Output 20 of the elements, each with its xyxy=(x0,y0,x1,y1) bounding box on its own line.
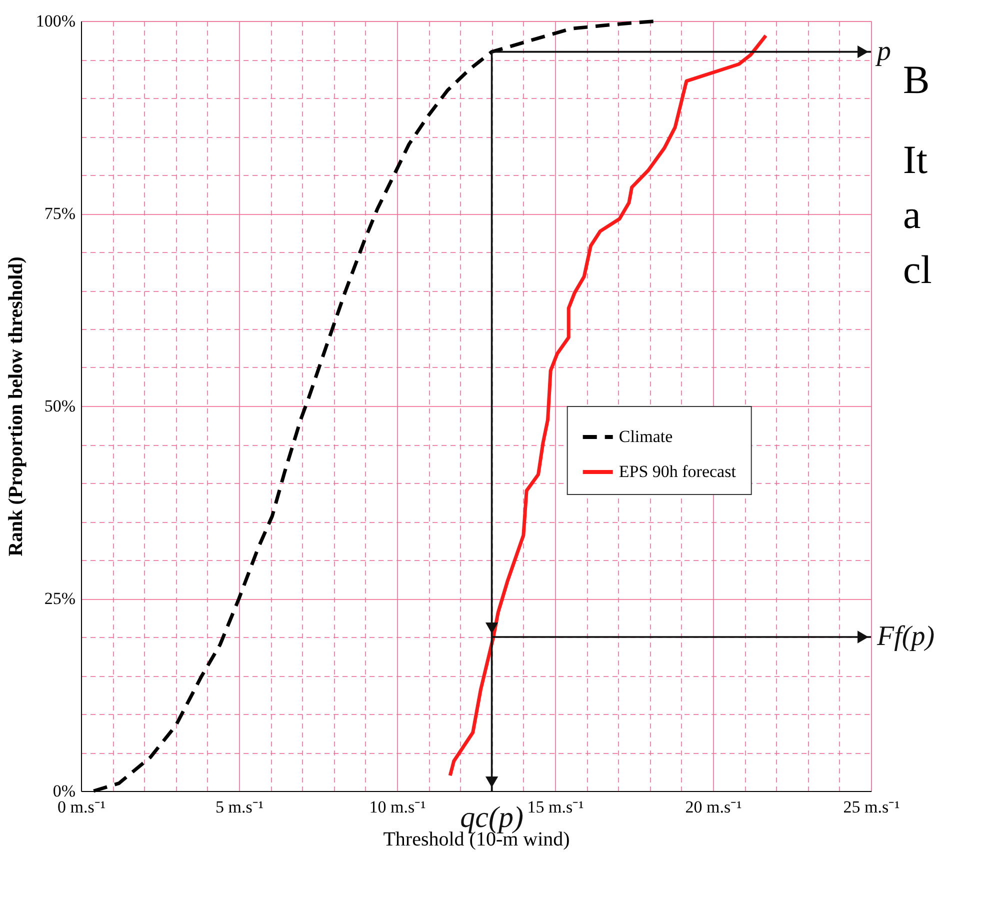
x-tick-label: 10 m.s⁻¹ xyxy=(369,798,426,816)
y-tick-label: 25% xyxy=(44,589,76,608)
text: B xyxy=(903,57,930,102)
text: p xyxy=(875,36,891,67)
legend-label: EPS 90h forecast xyxy=(618,462,736,481)
text: cl xyxy=(903,247,932,292)
x-tick-label: 25 m.s⁻¹ xyxy=(843,798,900,816)
x-tick-label: 0 m.s⁻¹ xyxy=(58,798,106,816)
text: a xyxy=(903,192,921,237)
x-tick-label: 20 m.s⁻¹ xyxy=(685,798,742,816)
y-tick-label: 0% xyxy=(52,782,76,800)
y-tick-label: 100% xyxy=(36,12,76,30)
legend-label: Climate xyxy=(618,427,673,446)
x-tick-label: 15 m.s⁻¹ xyxy=(527,798,584,816)
y-tick-label: 75% xyxy=(44,204,76,223)
text: It xyxy=(903,137,928,182)
text: Ff(p) xyxy=(876,621,935,652)
y-axis-title: Rank (Proportion below threshold) xyxy=(4,256,27,556)
x-tick-label: 5 m.s⁻¹ xyxy=(216,798,264,816)
y-tick-label: 50% xyxy=(44,396,76,416)
